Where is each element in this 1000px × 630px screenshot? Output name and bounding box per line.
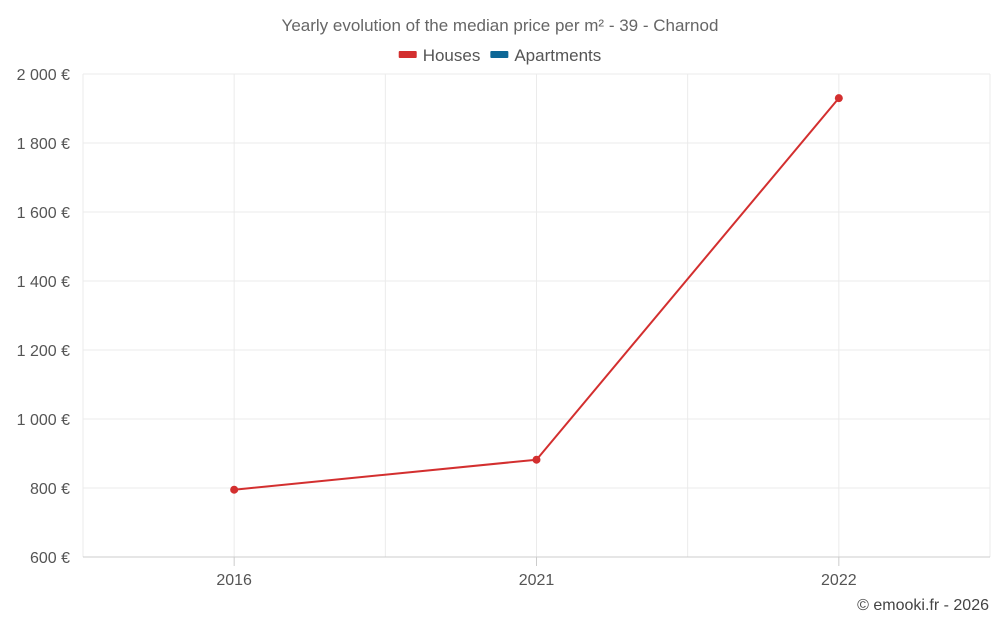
legend: Houses Apartments <box>398 46 601 65</box>
data-point[interactable] <box>834 94 843 103</box>
legend-swatch <box>490 51 509 58</box>
credit-text: © emooki.fr - 2026 <box>857 597 989 614</box>
legend-swatch <box>398 51 417 58</box>
series-layer <box>230 94 843 494</box>
y-tick-label: 1 400 € <box>17 274 70 291</box>
data-point[interactable] <box>230 485 239 494</box>
y-tick-label: 2 000 € <box>17 67 70 84</box>
x-tick-label: 2022 <box>821 572 857 589</box>
y-tick-label: 800 € <box>30 481 70 498</box>
data-point[interactable] <box>532 455 541 464</box>
legend-item-apartments[interactable]: Apartments <box>490 46 601 65</box>
legend-item-houses[interactable]: Houses <box>398 46 481 65</box>
legend-label: Houses <box>423 46 481 65</box>
y-tick-label: 1 200 € <box>17 343 70 360</box>
y-tick-label: 600 € <box>30 550 70 567</box>
grid <box>82 73 991 557</box>
x-tick-label: 2016 <box>216 572 252 589</box>
legend-label: Apartments <box>514 46 601 65</box>
chart-title: Yearly evolution of the median price per… <box>282 16 719 35</box>
y-tick-label: 1 800 € <box>17 136 70 153</box>
y-tick-label: 1 000 € <box>17 412 70 429</box>
axes: 600 € 800 € 1 000 € 1 200 € 1 400 € 1 600 € 1 … <box>17 67 990 589</box>
y-tick-label: 1 600 € <box>17 205 70 222</box>
x-tick-label: 2021 <box>519 572 555 589</box>
